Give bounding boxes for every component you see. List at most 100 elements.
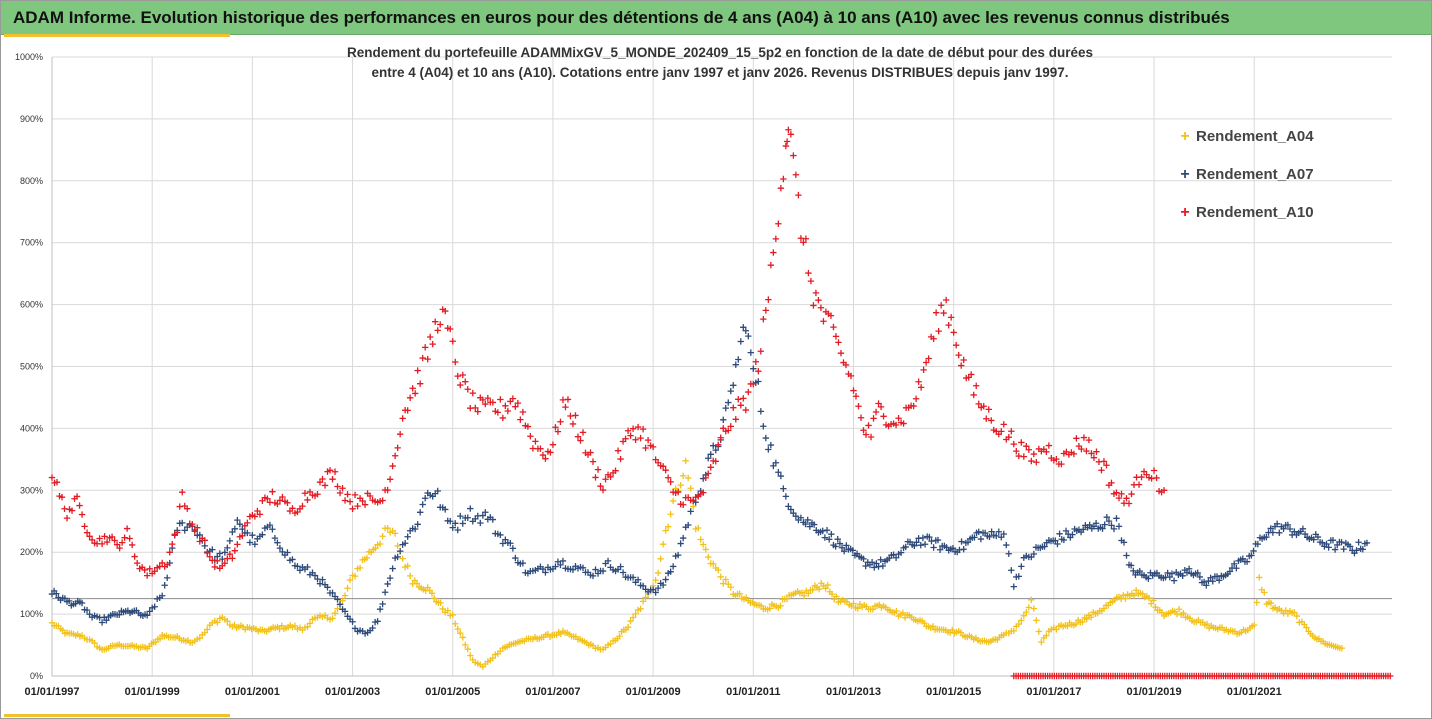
data-point <box>767 441 775 449</box>
data-point <box>1035 628 1043 635</box>
data-point <box>444 607 451 614</box>
data-point <box>254 507 261 515</box>
data-point <box>497 396 504 403</box>
data-point <box>1291 609 1298 616</box>
data-point <box>1115 523 1123 530</box>
data-point <box>810 521 818 528</box>
data-point <box>742 406 749 414</box>
data-point <box>346 576 354 584</box>
data-point <box>1140 468 1148 475</box>
data-point <box>629 574 637 581</box>
data-point <box>985 406 992 413</box>
data-point <box>1085 436 1093 444</box>
data-point <box>274 539 281 546</box>
data-point <box>910 402 917 410</box>
data-point <box>574 433 582 440</box>
data-point <box>589 572 597 580</box>
data-point <box>344 491 351 498</box>
y-tick-label: 400% <box>20 423 43 433</box>
data-point <box>805 590 812 597</box>
data-point <box>945 321 952 329</box>
data-point <box>1203 582 1210 589</box>
data-point <box>326 467 334 474</box>
data-point <box>1053 455 1060 463</box>
data-point <box>269 488 276 495</box>
data-point <box>1108 479 1115 487</box>
data-point <box>356 564 364 572</box>
data-point <box>877 556 884 563</box>
data-point <box>912 395 920 402</box>
data-point <box>346 498 354 505</box>
data-point <box>131 553 138 560</box>
data-point <box>1083 615 1090 623</box>
data-point <box>361 501 369 508</box>
data-point <box>459 634 466 641</box>
data-point <box>730 404 737 411</box>
data-point <box>1100 458 1108 465</box>
data-point <box>537 445 544 452</box>
data-point <box>482 400 489 408</box>
data-point <box>935 327 942 335</box>
legend-label-a04: Rendement_A04 <box>1196 128 1314 145</box>
data-point <box>1346 543 1354 550</box>
data-point <box>452 620 459 627</box>
data-point <box>792 171 800 178</box>
legend-label-a07: Rendement_A07 <box>1196 166 1314 183</box>
data-point <box>892 554 900 561</box>
y-axis: 0% 100% 200% 300% 400% 500% 600% 700% 800% 900% 10… <box>15 52 43 681</box>
data-point <box>113 541 121 548</box>
data-point <box>830 323 837 331</box>
data-point <box>900 420 907 427</box>
data-point <box>664 523 672 530</box>
data-point <box>850 600 857 607</box>
data-point <box>872 408 880 416</box>
data-point <box>53 478 61 486</box>
data-point <box>421 495 429 502</box>
data-point <box>103 538 111 546</box>
data-point <box>760 423 767 430</box>
data-point <box>384 486 391 494</box>
data-point <box>128 541 136 549</box>
data-point <box>592 474 599 481</box>
data-point <box>1158 609 1166 616</box>
data-point <box>489 516 497 523</box>
data-point <box>1325 544 1332 551</box>
data-point <box>1073 435 1080 442</box>
data-point <box>1150 467 1158 474</box>
data-point <box>1103 513 1111 521</box>
data-point <box>1282 607 1289 614</box>
data-point <box>827 312 835 319</box>
data-point <box>169 540 176 548</box>
data-point <box>334 596 341 603</box>
data-point <box>679 472 687 479</box>
data-point <box>234 541 241 548</box>
data-point <box>707 464 714 471</box>
data-point <box>1023 443 1030 450</box>
data-point <box>339 485 346 492</box>
data-point <box>1028 457 1035 465</box>
data-point <box>960 356 967 364</box>
data-point <box>196 634 203 642</box>
data-point <box>512 403 519 410</box>
data-point <box>780 175 787 183</box>
data-point <box>1251 621 1258 629</box>
data-point <box>421 344 429 351</box>
data-point <box>1329 537 1337 544</box>
data-point <box>454 526 461 534</box>
data-point <box>502 402 509 410</box>
data-point <box>474 408 481 415</box>
data-point <box>702 546 709 553</box>
data-point <box>211 563 219 571</box>
legend-marker-a04: + <box>1180 128 1189 145</box>
data-point <box>224 544 231 552</box>
data-point <box>860 427 867 434</box>
data-point <box>947 314 955 321</box>
data-point <box>637 605 644 612</box>
x-tick-label: 01/01/2015 <box>926 686 981 698</box>
data-point <box>783 595 791 603</box>
data-point <box>1010 627 1017 635</box>
data-point <box>705 470 712 477</box>
data-point <box>103 617 110 624</box>
y-tick-label: 800% <box>20 176 43 186</box>
data-point <box>411 390 419 397</box>
